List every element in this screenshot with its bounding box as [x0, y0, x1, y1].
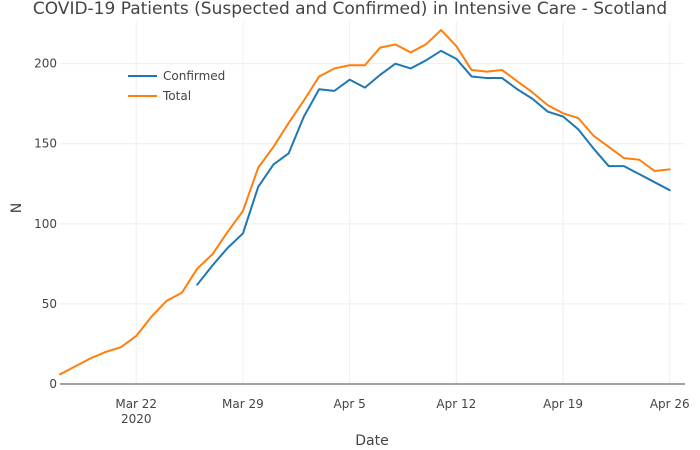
legend[interactable]: Confirmed Total [128, 69, 225, 103]
legend-label: Total [162, 89, 191, 103]
x-tick-label: Apr 26 [650, 397, 690, 411]
x-tick-label: Apr 12 [436, 397, 476, 411]
y-tick-label: 150 [34, 137, 57, 151]
y-tick-label: 50 [42, 297, 57, 311]
series-line-confirmed [196, 49, 671, 286]
series-line-total [59, 29, 671, 376]
y-axis-title: N [9, 203, 25, 213]
legend-item-total[interactable]: Total [128, 89, 191, 103]
x-tick-label: Mar 22 [115, 397, 157, 411]
y-tick-label: 200 [34, 57, 57, 71]
x-tick-sublabel: 2020 [121, 412, 152, 426]
y-tick-label: 0 [49, 377, 57, 391]
x-tick-label: Mar 29 [222, 397, 264, 411]
chart-title: COVID-19 Patients (Suspected and Confirm… [33, 0, 667, 19]
grid-lines [60, 22, 685, 384]
x-axis-title: Date [355, 433, 388, 449]
y-axis: 0 50 100 150 200 [34, 57, 57, 391]
series-lines [59, 29, 671, 376]
legend-item-confirmed[interactable]: Confirmed [128, 69, 225, 83]
x-tick-label: Apr 5 [334, 397, 366, 411]
x-tick-label: Apr 19 [543, 397, 583, 411]
y-tick-label: 100 [34, 217, 57, 231]
legend-label: Confirmed [163, 69, 225, 83]
